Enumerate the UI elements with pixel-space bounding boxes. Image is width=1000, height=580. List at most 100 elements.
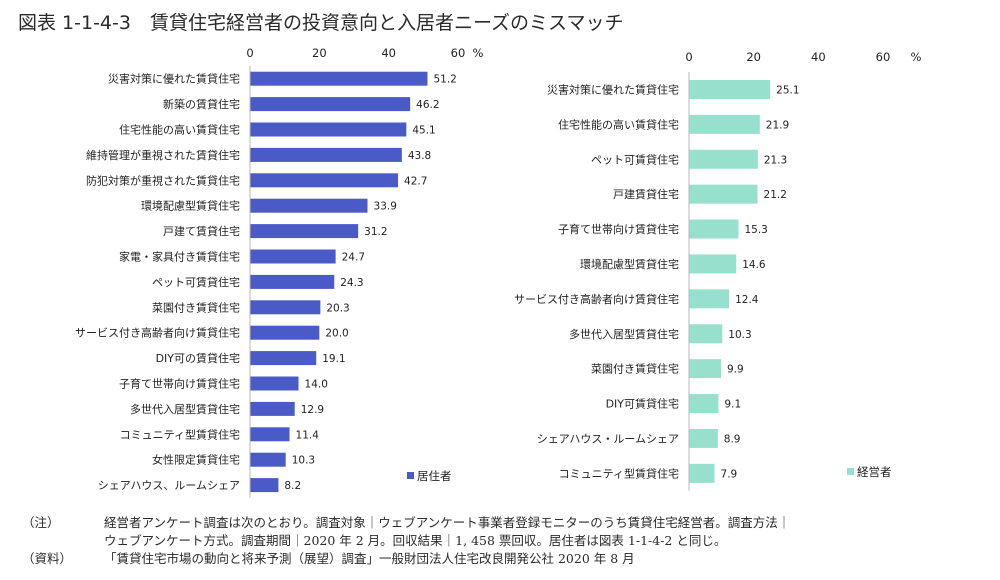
value-label: 8.2 bbox=[284, 480, 301, 492]
legend-label: 居住者 bbox=[417, 469, 452, 483]
bar bbox=[689, 149, 758, 169]
value-label: 10.3 bbox=[292, 455, 315, 467]
value-label: 42.7 bbox=[404, 175, 427, 187]
note-line: 経営者アンケート調査は次のとおり。調査対象｜ウェブアンケート事業者登録モニターの… bbox=[104, 515, 791, 530]
bar bbox=[689, 324, 723, 344]
value-label: 8.9 bbox=[724, 433, 741, 445]
bar bbox=[689, 428, 718, 448]
category-label: コミュニティ型賃貸住宅 bbox=[120, 427, 240, 441]
value-label: 7.9 bbox=[721, 468, 738, 480]
bar bbox=[689, 184, 758, 204]
axis-tick-label: 60 bbox=[451, 46, 466, 60]
category-label: 子育て世帯向け賃貸住宅 bbox=[558, 222, 679, 236]
bar bbox=[689, 219, 739, 239]
bar bbox=[250, 249, 336, 264]
value-label: 20.0 bbox=[325, 328, 348, 340]
category-label: 防犯対策が重視された賃貸住宅 bbox=[86, 173, 240, 187]
value-label: 25.1 bbox=[776, 84, 799, 96]
category-label: 子育て世帯向け賃貸住宅 bbox=[119, 377, 240, 391]
value-label: 45.1 bbox=[412, 125, 435, 137]
category-label: 住宅性能の高い賃貸住宅 bbox=[558, 117, 679, 131]
value-label: 12.4 bbox=[735, 294, 759, 306]
bar bbox=[250, 147, 402, 162]
value-label: 9.9 bbox=[727, 364, 744, 376]
value-label: 9.1 bbox=[724, 399, 741, 411]
category-label: 菜園付き賃貸住宅 bbox=[152, 300, 240, 314]
axis-unit-label: % bbox=[911, 50, 922, 64]
category-label: 住宅性能の高い賃貸住宅 bbox=[119, 123, 240, 137]
bar bbox=[250, 351, 317, 366]
axis-unit-label: % bbox=[473, 46, 484, 60]
category-label: 維持管理が重視された賃貸住宅 bbox=[86, 148, 240, 162]
value-label: 12.9 bbox=[301, 404, 324, 416]
legend-swatch bbox=[407, 472, 414, 479]
value-label: 31.2 bbox=[364, 226, 387, 238]
axis-tick-label: 20 bbox=[312, 46, 327, 60]
category-label: シェアハウス、ルームシェア bbox=[98, 479, 240, 492]
source-key: （資料） bbox=[22, 551, 73, 566]
category-label: ペット可賃貸住宅 bbox=[152, 275, 240, 289]
category-label: 多世代入居型賃貸住宅 bbox=[569, 327, 679, 341]
bar bbox=[689, 359, 722, 379]
bar bbox=[250, 478, 279, 493]
notes: （注） 経営者アンケート調査は次のとおり。調査対象｜ウェブアンケート事業者登録モ… bbox=[22, 514, 790, 568]
category-label: 災害対策に優れた賃貸住宅 bbox=[108, 72, 240, 86]
bar bbox=[250, 452, 286, 467]
charts-svg: 0 20 40 60 % 災害対策に優れた賃貸住宅 51.2 新築の賃貸住宅 46.2 住宅性能の… bbox=[75, 46, 922, 498]
bar bbox=[689, 463, 715, 483]
legend-swatch bbox=[847, 468, 854, 475]
category-label: 新築の賃貸住宅 bbox=[163, 97, 240, 111]
category-label: 家電・家具付き賃貸住宅 bbox=[119, 250, 240, 264]
bar bbox=[250, 71, 428, 86]
note-row: （注） 経営者アンケート調査は次のとおり。調査対象｜ウェブアンケート事業者登録モ… bbox=[22, 514, 790, 550]
bar bbox=[250, 224, 359, 239]
source-line: 「賃貸住宅市場の動向と将来予測（展望）調査」一般財団法人住宅改良開発公社 202… bbox=[104, 551, 635, 566]
value-label: 20.3 bbox=[326, 302, 349, 314]
value-label: 21.9 bbox=[766, 119, 789, 131]
axis-tick-label: 40 bbox=[381, 46, 396, 60]
value-label: 21.2 bbox=[764, 189, 787, 201]
value-label: 10.3 bbox=[728, 329, 751, 341]
bar bbox=[250, 376, 299, 391]
bar bbox=[250, 325, 320, 340]
axis-tick-label: 40 bbox=[811, 50, 826, 64]
bar bbox=[689, 289, 730, 309]
axis-tick-label: 0 bbox=[246, 46, 253, 60]
legend-label: 経営者 bbox=[857, 465, 892, 479]
category-label: 多世代入居型賃貸住宅 bbox=[130, 402, 240, 416]
value-label: 15.3 bbox=[744, 224, 767, 236]
bar bbox=[250, 300, 321, 315]
category-label: サービス付き高齢者向け賃貸住宅 bbox=[514, 292, 679, 306]
value-label: 14.6 bbox=[742, 259, 766, 271]
category-label: 女性限定賃貸住宅 bbox=[152, 453, 240, 467]
category-label: ペット可賃貸住宅 bbox=[591, 152, 679, 166]
bar bbox=[250, 122, 407, 137]
category-label: 環境配慮型賃貸住宅 bbox=[141, 199, 240, 213]
axis-tick-label: 60 bbox=[876, 50, 891, 64]
value-label: 43.8 bbox=[408, 150, 431, 162]
bar bbox=[689, 394, 719, 414]
bar bbox=[689, 254, 737, 274]
bar bbox=[250, 427, 290, 442]
value-label: 51.2 bbox=[433, 74, 456, 86]
axis-tick-label: 20 bbox=[746, 50, 761, 64]
bar bbox=[689, 79, 771, 99]
figure-title: 図表 1-1-4-3 賃貸住宅経営者の投資意向と入居者ニーズのミスマッチ bbox=[18, 12, 624, 34]
bar bbox=[250, 274, 335, 289]
value-label: 19.1 bbox=[322, 353, 345, 365]
value-label: 24.7 bbox=[342, 252, 365, 264]
category-label: 戸建賃貸住宅 bbox=[613, 187, 679, 201]
category-label: 戸建て賃貸住宅 bbox=[163, 224, 240, 238]
note-key: （注） bbox=[22, 515, 60, 530]
category-label: コミュニティ型賃貸住宅 bbox=[559, 466, 679, 480]
bar bbox=[250, 173, 399, 188]
value-label: 46.2 bbox=[416, 99, 439, 111]
bar bbox=[250, 198, 368, 213]
axis-tick-label: 0 bbox=[685, 50, 692, 64]
bar bbox=[689, 114, 760, 134]
bar bbox=[250, 97, 411, 112]
value-label: 24.3 bbox=[340, 277, 363, 289]
category-label: 災害対策に優れた賃貸住宅 bbox=[547, 82, 679, 96]
bar bbox=[250, 401, 295, 416]
value-label: 14.0 bbox=[305, 379, 328, 391]
